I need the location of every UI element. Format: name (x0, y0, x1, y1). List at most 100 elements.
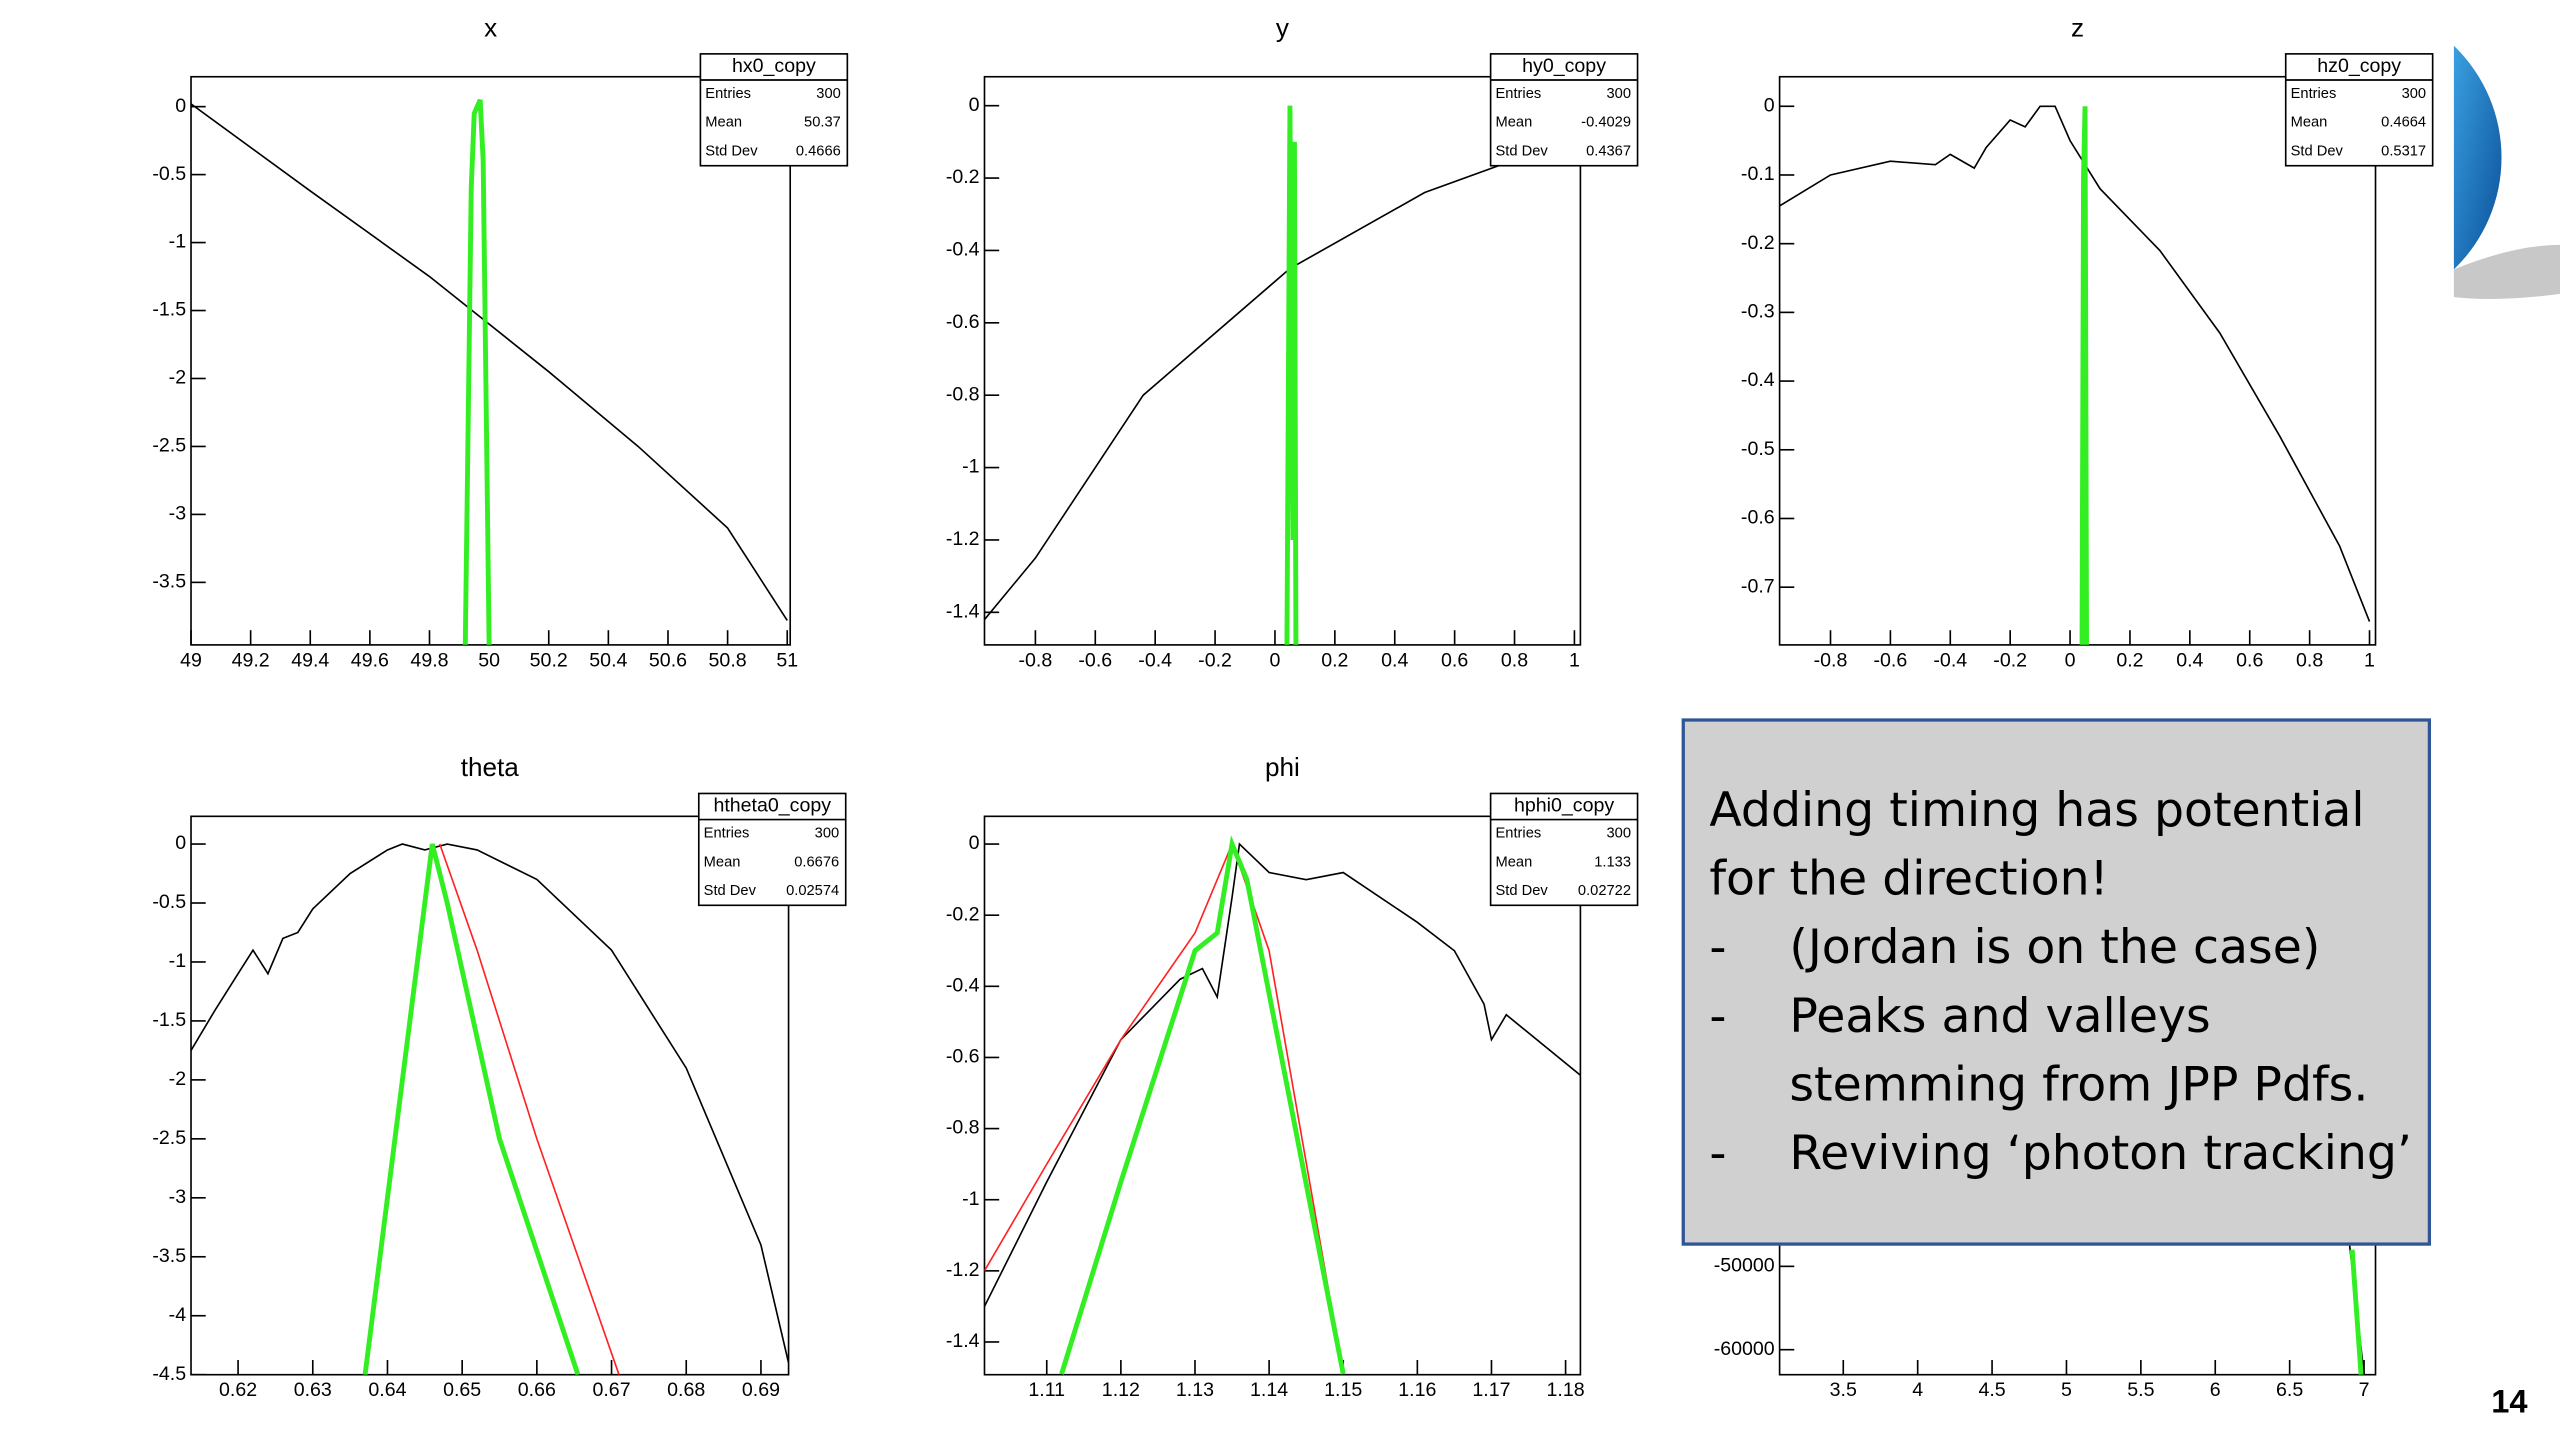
chart-title: x (484, 12, 497, 42)
bullet-text: Reviving ‘photon tracking’ (1789, 1126, 2412, 1181)
chart: theta 0.62 0.63 0.64 0.65 0.66 0.67 0.68 0.69 0 -0… (152, 752, 847, 1401)
y-tick-label: -1.5 (152, 1009, 186, 1031)
stats-label: Std Dev (1496, 143, 1549, 159)
bullet-text: stemming from JPP Pdfs. (1789, 1057, 2368, 1112)
y-tick-label: -1 (962, 456, 979, 478)
stats-label: Std Dev (705, 143, 758, 159)
chart: phi 1.11 1.12 1.13 1.14 1.15 1.16 1.17 1.18 0 -0.2… (946, 752, 1639, 1401)
x-tick-label: 49 (180, 649, 202, 671)
x-tick-label: -0.6 (1874, 649, 1908, 671)
stats-label: Mean (1496, 115, 1533, 131)
y-tick-label: -0.4 (946, 239, 980, 261)
chart-title: phi (1265, 752, 1300, 782)
plot-frame (190, 75, 792, 646)
stats-box (697, 792, 847, 907)
x-tick-label: 0.66 (518, 1379, 556, 1401)
x-tick-label: 50.2 (530, 649, 568, 671)
y-tick-label: -50000 (1714, 1255, 1775, 1277)
x-tick-label: 0.64 (368, 1379, 406, 1401)
x-tick-label: -0.4 (1933, 649, 1967, 671)
y-tick-label: -1.4 (946, 1330, 980, 1352)
bullet-marker: - (1709, 920, 1726, 975)
chart-title: y (1276, 12, 1289, 42)
x-tick-label: 0.63 (294, 1379, 332, 1401)
stats-label: Entries (704, 826, 750, 842)
data-line (984, 842, 1581, 1307)
chart: z -0.8 -0.6 -0.4 -0.2 0 0.2 0.4 0.6 0.8 1 0 -0.1 -0.2… (1741, 12, 2434, 671)
text-box-frame (1681, 718, 2432, 1246)
stats-label: Std Dev (2291, 143, 2344, 159)
x-tick-label: 1.18 (1547, 1379, 1585, 1401)
stats-value: 0.5317 (2381, 143, 2426, 159)
x-tick-label: -0.2 (1993, 649, 2027, 671)
stats-value: 0.02722 (1578, 883, 1631, 899)
plot-frame (983, 815, 1582, 1376)
data-line (2349, 1249, 2364, 1375)
data-line (984, 841, 1345, 1375)
y-tick-label: -0.8 (946, 1117, 980, 1139)
y-tick-label: -0.7 (1741, 575, 1775, 597)
y-tick-label: -1.2 (946, 1259, 980, 1281)
data-line (462, 98, 492, 645)
x-tick-label: 51 (776, 649, 798, 671)
stats-label: Mean (1496, 854, 1533, 870)
stats-label: Mean (704, 854, 741, 870)
stats-value: 0.4666 (796, 143, 841, 159)
x-tick-label: 49.6 (351, 649, 389, 671)
y-tick-label: -0.6 (946, 311, 980, 333)
y-tick-label: -0.3 (1741, 301, 1775, 323)
y-tick-label: -0.5 (152, 891, 186, 913)
x-tick-label: 5 (2061, 1379, 2072, 1401)
chart: x 49 49.2 49.4 49.6 49.8 50 50.2 50.4 50.6 50.8 51 0… (152, 12, 849, 671)
x-tick-label: 4 (1912, 1379, 1923, 1401)
x-tick-label: 0 (1270, 649, 1281, 671)
x-tick-label: 0.68 (667, 1379, 705, 1401)
stats-value: 0.4367 (1586, 143, 1631, 159)
y-tick-label: 0 (1764, 94, 1775, 116)
stats-name: hx0_copy (732, 55, 816, 77)
stats-value: 0.02574 (786, 883, 839, 899)
x-tick-label: -0.2 (1198, 649, 1232, 671)
charts: x49 49.2 49.4 49.6 49.8 50 50.2 50.4 50.6 50.8 510… (152, 12, 2434, 1401)
text-box-heading: Adding timing has potential (1709, 783, 2364, 838)
stats-label: Entries (1496, 86, 1542, 102)
y-tick-label: -0.6 (946, 1046, 980, 1068)
x-tick-label: 49.8 (410, 649, 448, 671)
x-tick-label: 0.67 (592, 1379, 630, 1401)
y-tick-label: -2 (169, 1068, 186, 1090)
stats-value: 1.133 (1594, 854, 1631, 870)
x-tick-label: 7 (2359, 1379, 2370, 1401)
y-tick-label: 0 (175, 95, 186, 117)
stats-label: Mean (2291, 115, 2328, 131)
x-tick-label: 0.62 (219, 1379, 257, 1401)
stats-label: Entries (1496, 826, 1542, 842)
x-tick-label: 50.4 (589, 649, 627, 671)
stats-name: hy0_copy (1522, 55, 1606, 77)
stats-value: 300 (815, 826, 840, 842)
stats-label: Std Dev (704, 883, 757, 899)
y-tick-label: 0 (175, 832, 186, 854)
x-tick-label: 1.11 (1028, 1379, 1065, 1401)
x-tick-label: 0.8 (1501, 649, 1528, 671)
x-tick-label: -0.4 (1138, 649, 1172, 671)
x-tick-label: 49.2 (232, 649, 270, 671)
data-line (1059, 835, 1346, 1375)
x-tick-label: 0.2 (1321, 649, 1348, 671)
y-tick-label: -0.4 (946, 974, 980, 996)
x-tick-label: 0.6 (2236, 649, 2263, 671)
y-tick-label: -0.2 (946, 166, 980, 188)
data-line (362, 843, 581, 1375)
x-tick-label: 0 (2065, 649, 2076, 671)
x-tick-label: 1.12 (1102, 1379, 1140, 1401)
chart: y -0.8 -0.6 -0.4 -0.2 0 0.2 0.4 0.6 0.8 1 0 -0.2 -0.4… (946, 12, 1639, 671)
bullet-text: Peaks and valleys (1789, 989, 2210, 1044)
y-tick-label: -0.5 (152, 163, 186, 185)
x-tick-label: -0.8 (1019, 649, 1053, 671)
x-tick-label: 5.5 (2127, 1379, 2154, 1401)
y-tick-label: -0.2 (1741, 232, 1775, 254)
stats-box (699, 53, 849, 167)
stats-label: Entries (2291, 86, 2337, 102)
y-tick-label: -1.5 (152, 299, 186, 321)
